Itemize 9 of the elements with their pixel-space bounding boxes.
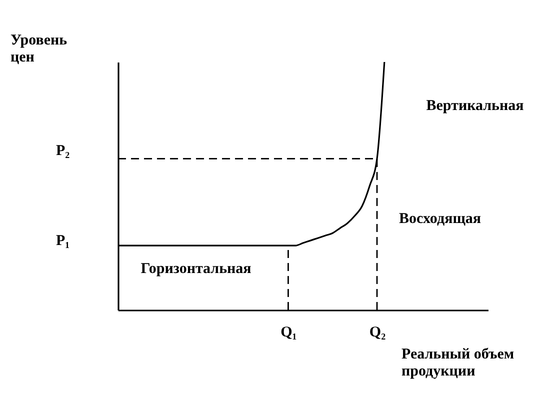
- annotation: Вертикальная: [426, 98, 524, 114]
- text: P₂: [56, 143, 70, 159]
- x-tick-label: Q₂: [369, 324, 386, 340]
- y-axis-title: Уровень цен: [10, 32, 68, 66]
- x-axis-title: Реальный объем продукции: [402, 346, 514, 380]
- x-tick-label: Q₁: [280, 324, 297, 340]
- annotation: Горизонтальная: [140, 261, 252, 277]
- annotation: Восходящая: [399, 211, 481, 227]
- text: P₁: [56, 233, 70, 249]
